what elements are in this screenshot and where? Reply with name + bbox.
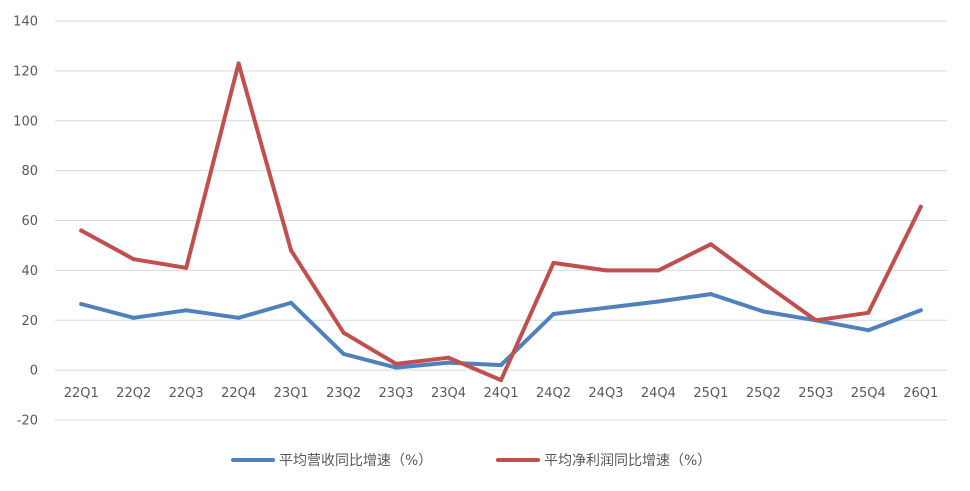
data-point	[918, 308, 923, 313]
gridlines	[55, 20, 947, 421]
data-point	[866, 328, 871, 333]
data-point	[656, 268, 661, 273]
x-tick-label: 24Q2	[536, 386, 571, 401]
x-tick-label: 25Q1	[693, 386, 728, 401]
data-point	[289, 300, 294, 305]
data-point	[341, 330, 346, 335]
y-tick-label: 120	[13, 64, 38, 79]
x-tick-label: 23Q1	[274, 386, 309, 401]
data-point	[131, 257, 136, 262]
y-axis-ticks: -20 0 20 40 60 80 100 120 140	[13, 15, 38, 429]
y-tick-label: 0	[30, 364, 38, 379]
y-tick-label: 40	[21, 264, 38, 279]
data-point	[708, 242, 713, 247]
data-point	[708, 292, 713, 297]
data-point	[761, 280, 766, 285]
data-point	[79, 302, 84, 307]
y-tick-label: -20	[17, 414, 38, 429]
y-tick-label: 20	[21, 314, 38, 329]
data-point	[446, 360, 451, 365]
data-point	[761, 309, 766, 314]
data-point	[603, 268, 608, 273]
data-point	[394, 365, 399, 370]
data-point	[394, 361, 399, 366]
legend: 平均营收同比增速（%） 平均净利润同比增速（%）	[231, 453, 711, 469]
x-tick-label: 22Q1	[64, 386, 99, 401]
x-tick-label: 24Q1	[483, 386, 518, 401]
y-tick-label: 80	[21, 164, 38, 179]
data-point	[341, 351, 346, 356]
data-point	[184, 265, 189, 270]
data-point	[603, 305, 608, 310]
x-tick-label: 26Q1	[903, 386, 938, 401]
x-axis-ticks: 22Q1 22Q2 22Q3 22Q4 23Q1 23Q2 23Q3 23Q4 24Q1 24Q2…	[64, 386, 939, 401]
data-point	[551, 260, 556, 265]
data-point	[551, 312, 556, 317]
data-point	[236, 315, 241, 320]
y-tick-label: 100	[13, 114, 38, 129]
data-point	[656, 299, 661, 304]
series-line-2	[79, 61, 923, 383]
y-tick-label: 140	[13, 15, 38, 30]
x-tick-label: 22Q2	[116, 386, 151, 401]
x-tick-label: 22Q3	[169, 386, 204, 401]
data-point	[184, 308, 189, 313]
data-point	[289, 248, 294, 253]
x-tick-label: 24Q3	[588, 386, 623, 401]
x-tick-label: 23Q3	[379, 386, 414, 401]
legend-label-2: 平均净利润同比增速（%）	[544, 453, 711, 469]
data-point	[499, 378, 503, 383]
x-tick-label: 25Q4	[851, 386, 886, 401]
x-tick-label: 23Q4	[431, 386, 466, 401]
data-point	[918, 204, 923, 209]
series-lines	[79, 61, 923, 383]
data-point	[131, 315, 136, 320]
data-point	[79, 228, 84, 233]
x-tick-label: 24Q4	[641, 386, 676, 401]
data-point	[446, 355, 451, 360]
data-point	[813, 318, 818, 323]
data-point	[499, 363, 503, 368]
y-tick-label: 60	[21, 214, 38, 229]
x-tick-label: 25Q2	[746, 386, 781, 401]
data-point	[866, 310, 871, 315]
x-tick-label: 25Q3	[798, 386, 833, 401]
legend-label-1: 平均营收同比增速（%）	[279, 453, 432, 469]
x-tick-label: 22Q4	[221, 386, 256, 401]
x-tick-label: 23Q2	[326, 386, 361, 401]
data-point	[236, 61, 241, 66]
